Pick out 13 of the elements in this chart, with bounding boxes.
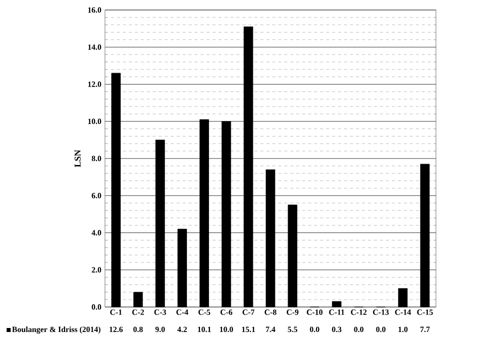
bar	[244, 26, 254, 308]
bar	[111, 72, 121, 308]
bar	[398, 288, 408, 308]
bar	[332, 301, 342, 308]
bar	[222, 121, 232, 308]
bar	[133, 292, 143, 308]
bar	[155, 140, 165, 308]
bar	[420, 164, 430, 308]
y-axis-title: LSN	[74, 150, 81, 168]
bar	[288, 204, 298, 308]
bar	[178, 228, 187, 308]
bar	[266, 169, 276, 308]
bar	[200, 119, 209, 308]
